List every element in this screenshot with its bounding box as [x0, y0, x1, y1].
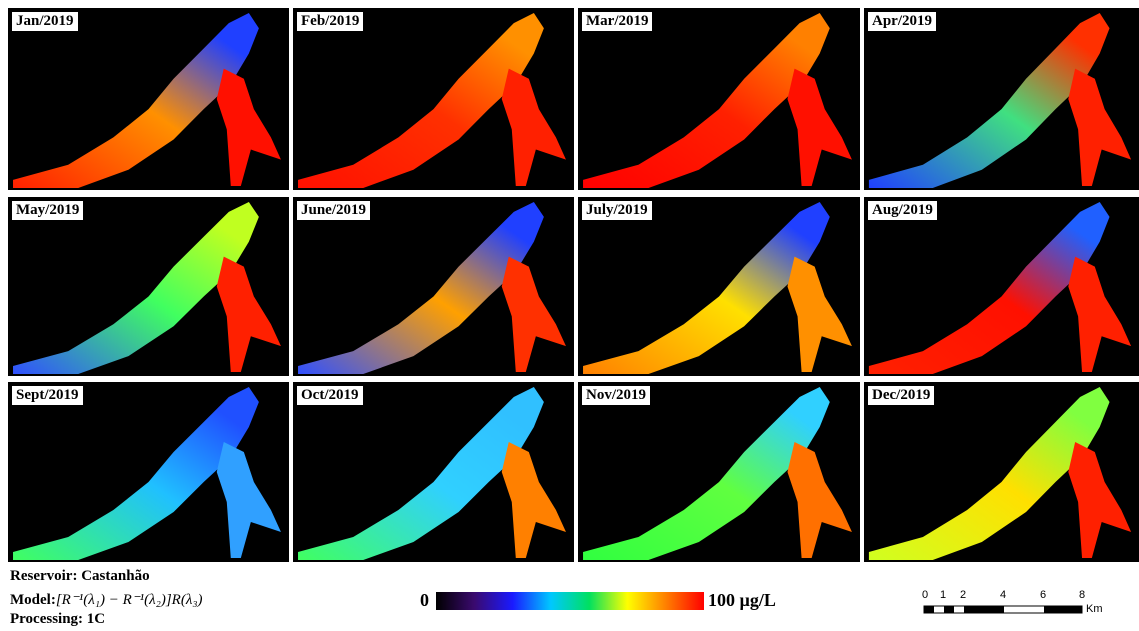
processing-text: Processing: 1C	[10, 611, 106, 627]
panel-label: Dec/2019	[868, 386, 935, 405]
model-text: Model:[R⁻¹(λ₁) − R⁻¹(λ₂)]R(λ₃)	[10, 590, 203, 609]
colorbar-max: 100 µg/L	[708, 590, 776, 610]
map-panel: July/2019	[578, 197, 860, 376]
map-panel: Aug/2019	[864, 197, 1139, 376]
reservoir-map	[13, 387, 281, 560]
panel-label: May/2019	[12, 201, 84, 220]
map-panel: Nov/2019	[578, 382, 860, 562]
scale-bar	[923, 605, 1083, 614]
map-panel: June/2019	[293, 197, 574, 376]
reservoir-map	[583, 387, 852, 560]
model-formula: [R⁻¹(λ₁) − R⁻¹(λ₂)]R(λ₃)	[55, 592, 203, 608]
panel-label: Jan/2019	[12, 12, 78, 31]
scale-unit: Km	[1086, 603, 1103, 615]
panel-label: Sept/2019	[12, 386, 83, 405]
reservoir-map	[298, 387, 566, 560]
colorbar-min: 0	[420, 590, 429, 610]
reservoir-map	[868, 13, 1132, 188]
panel-label: June/2019	[297, 201, 371, 220]
scale-label: 4	[1000, 589, 1007, 601]
scale-label: 8	[1079, 589, 1086, 601]
colorbar	[436, 592, 704, 610]
reservoir-map	[583, 13, 852, 188]
map-panel: May/2019	[8, 197, 289, 376]
reservoir-map	[13, 201, 281, 375]
map-panel: Oct/2019	[293, 382, 574, 562]
reservoir-map	[868, 387, 1132, 560]
reservoir-map	[298, 201, 566, 375]
scale-label: 2	[960, 589, 967, 601]
model-label: Model:	[10, 592, 56, 608]
reservoir-map	[298, 13, 566, 188]
map-panel: Feb/2019	[293, 8, 574, 190]
map-panel: Jan/2019	[8, 8, 289, 190]
reservoir-map	[583, 201, 852, 375]
panel-label: July/2019	[582, 201, 652, 220]
reservoir-text: Reservoir: Castanhão	[10, 568, 150, 584]
panel-label: Oct/2019	[297, 386, 363, 405]
scale-label: 6	[1040, 589, 1047, 601]
scale-label: 1	[940, 589, 947, 601]
panel-label: Apr/2019	[868, 12, 936, 31]
map-panel: Sept/2019	[8, 382, 289, 562]
reservoir-map	[13, 13, 281, 188]
panel-label: Feb/2019	[297, 12, 364, 31]
panel-label: Nov/2019	[582, 386, 650, 405]
map-panel: Apr/2019	[864, 8, 1139, 190]
scale-label: 0	[922, 589, 929, 601]
panel-label: Mar/2019	[582, 12, 653, 31]
map-panel: Mar/2019	[578, 8, 860, 190]
reservoir-map	[868, 201, 1132, 375]
panel-label: Aug/2019	[868, 201, 937, 220]
map-panel: Dec/2019	[864, 382, 1139, 562]
